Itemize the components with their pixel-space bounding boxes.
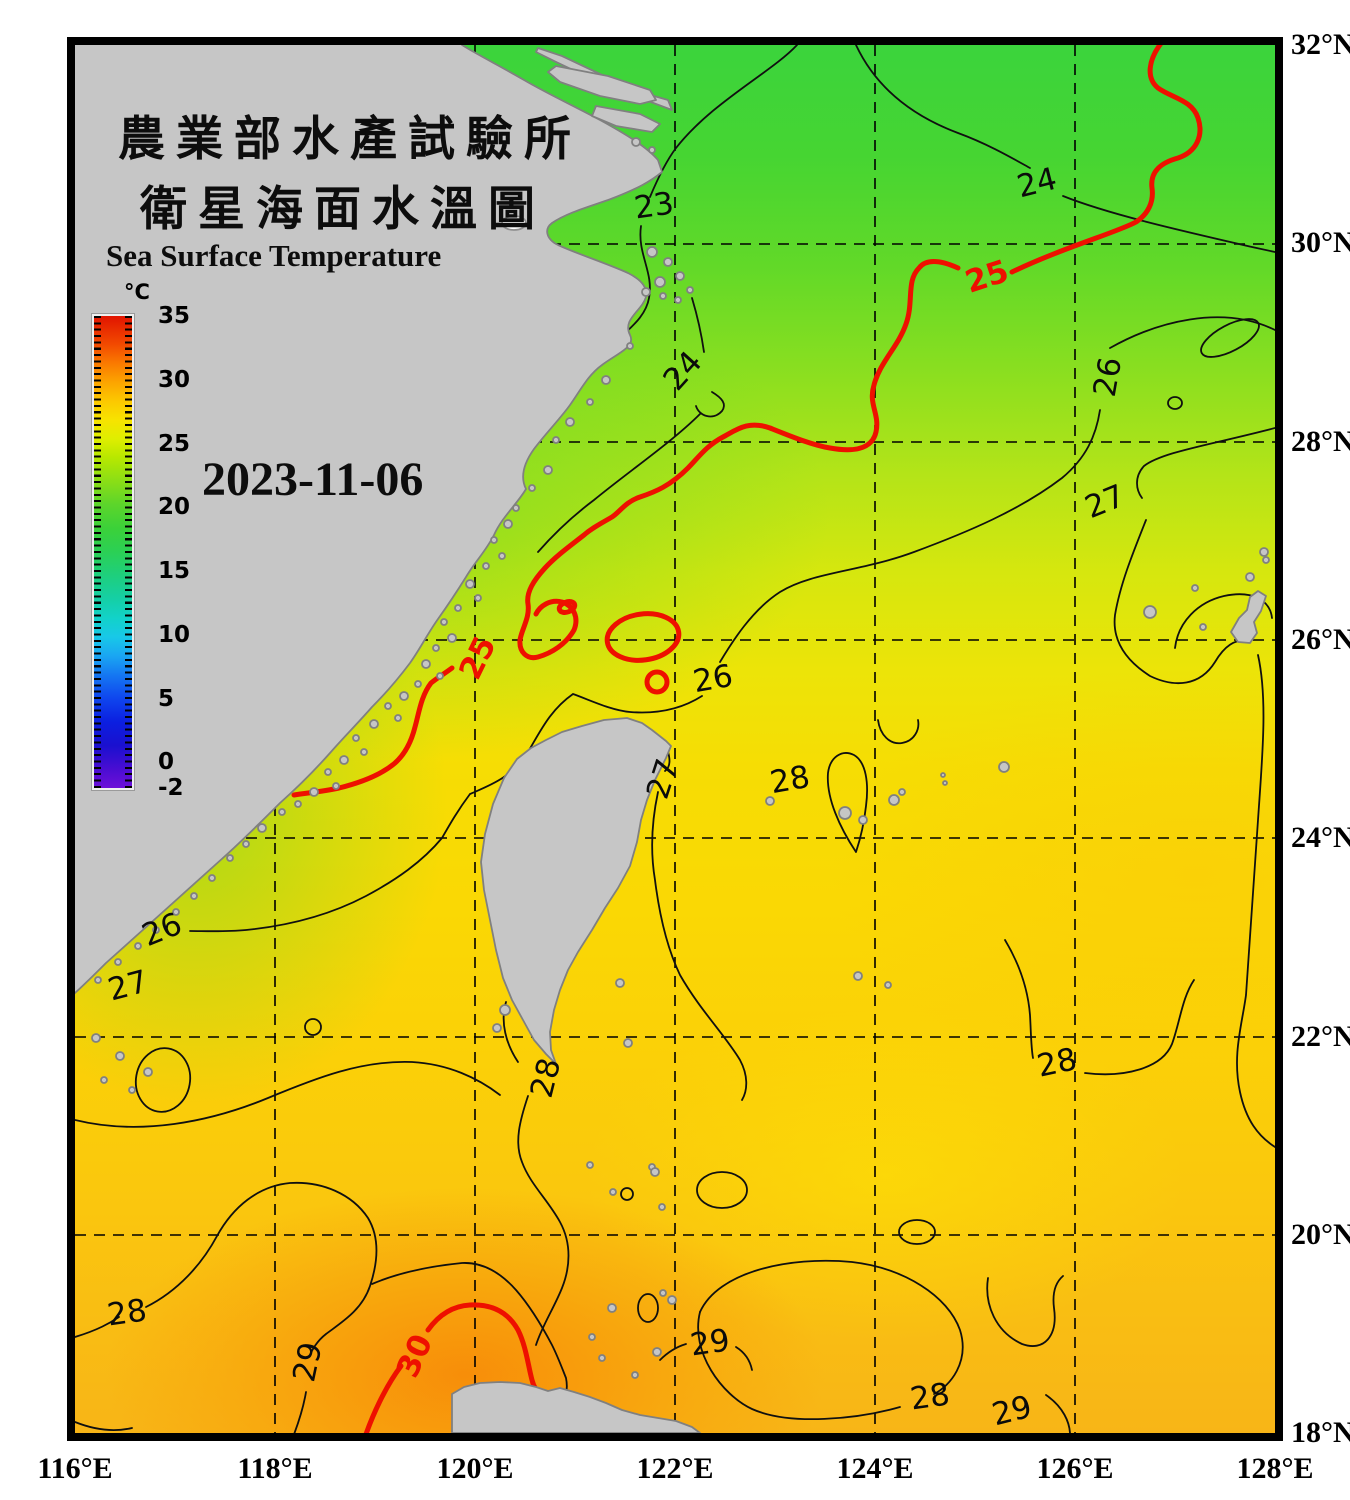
- lon-label-116°E: 116°E: [37, 1452, 113, 1485]
- colorbar-tick--2: -2: [158, 775, 184, 801]
- contour-label-23: 23: [631, 185, 677, 227]
- contour-label-28: 28: [907, 1376, 953, 1418]
- title-english: Sea Surface Temperature: [106, 238, 442, 273]
- colorbar-tick-10: 10: [158, 621, 191, 648]
- lake-taihu: [501, 215, 527, 231]
- land-china: [75, 45, 663, 995]
- lon-label-118°E: 118°E: [237, 1452, 313, 1485]
- lat-label-22°N: 22°N: [1291, 1019, 1350, 1053]
- lon-label-124°E: 124°E: [836, 1452, 914, 1485]
- contour-label-26: 26: [690, 657, 736, 701]
- colorbar-ticks-right: [125, 316, 132, 788]
- lat-label-32°N: 32°N: [1291, 28, 1350, 61]
- land-taiwan: [480, 717, 672, 1065]
- lon-label-122°E: 122°E: [636, 1452, 714, 1485]
- contour-label-29: 29: [687, 1322, 733, 1364]
- land-okinawa: [1230, 590, 1267, 644]
- title-chinese-line1: 農業部水產試驗所: [118, 114, 582, 166]
- colorbar: [92, 314, 134, 790]
- lon-label-126°E: 126°E: [1036, 1452, 1114, 1485]
- colorbar-tick-25: 25: [158, 430, 191, 457]
- land-estuary-island-2: [591, 105, 661, 133]
- lat-label-20°N: 20°N: [1291, 1217, 1350, 1251]
- land-luzon: [451, 1381, 701, 1433]
- lat-label-24°N: 24°N: [1291, 821, 1350, 855]
- colorbar-tick-30: 30: [158, 366, 191, 393]
- lon-label-120°E: 120°E: [436, 1452, 514, 1485]
- lon-label-128°E: 128°E: [1236, 1452, 1314, 1485]
- date-label: 2023-11-06: [202, 453, 424, 506]
- colorbar-tick-35: 35: [158, 303, 191, 329]
- isotherms-black: [75, 45, 1275, 1433]
- lat-label-28°N: 28°N: [1291, 424, 1350, 458]
- lat-label-26°N: 26°N: [1291, 622, 1350, 656]
- land-estuary-island-1: [547, 65, 657, 105]
- lat-label-18°N: 18°N: [1291, 1416, 1350, 1450]
- colorbar-tick-20: 20: [158, 494, 191, 521]
- coastal-islets: [91, 137, 1270, 1379]
- contour-label-28: 28: [104, 1292, 150, 1334]
- colorbar-tick-15: 15: [158, 558, 191, 585]
- land-masses: [75, 45, 1270, 1433]
- colorbar-unit-label: °C: [124, 280, 150, 304]
- lat-label-30°N: 30°N: [1291, 226, 1350, 260]
- colorbar-ticks-left: [94, 316, 101, 788]
- colorbar-tick-5: 5: [158, 685, 175, 712]
- contour-label-26: 26: [1086, 354, 1130, 400]
- title-chinese-line2: 衛星海面水溫圖: [140, 184, 546, 236]
- colorbar-tick-0: 0: [158, 749, 175, 776]
- contour-label-28: 28: [767, 758, 813, 802]
